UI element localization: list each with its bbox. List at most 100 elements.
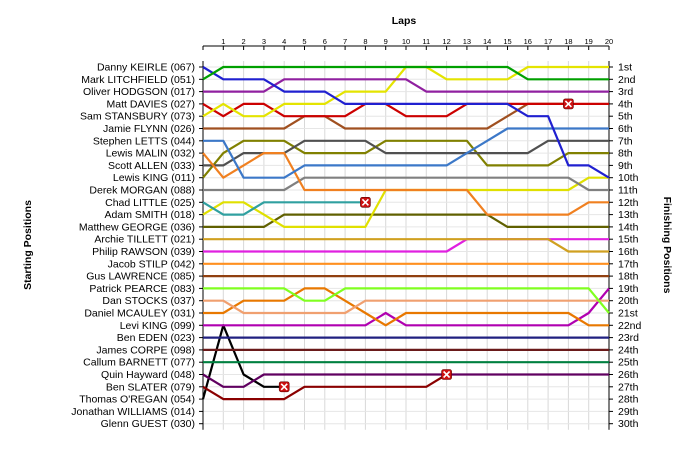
retired-cross: [443, 370, 451, 379]
finishing-position-label: 18th: [618, 271, 639, 283]
starting-driver-label: Ben SLATER (079): [106, 381, 195, 393]
starting-driver-label: Chad LITTLE (025): [105, 197, 195, 209]
x-axis-title: Laps: [392, 15, 417, 27]
lap-tick-label: 17: [544, 37, 552, 46]
starting-driver-label: Sam STANSBURY (073): [80, 111, 195, 123]
finishing-position-label: 1st: [618, 62, 632, 74]
series-line: [202, 201, 366, 216]
finishing-position-label: 6th: [618, 123, 633, 135]
starting-driver-label: Gus LAWRENCE (085): [86, 271, 195, 283]
finishing-position-label: 21st: [618, 308, 638, 320]
finishing-position-label: 15th: [618, 234, 639, 246]
starting-driver-label: James CORPE (098): [96, 344, 195, 356]
starting-driver-label: Levi KING (099): [120, 320, 195, 332]
lap-tick-label: 1: [221, 37, 225, 46]
starting-driver-label: Archie TILLETT (021): [94, 234, 195, 246]
lap-tick-label: 16: [524, 37, 532, 46]
lap-tick-label: 11: [422, 37, 430, 46]
finishing-position-label: 25th: [618, 357, 639, 369]
starting-driver-label: Thomas O'REGAN (054): [79, 394, 195, 406]
starting-driver-label: Adam SMITH (018): [105, 209, 195, 221]
finishing-position-label: 24th: [618, 344, 639, 356]
starting-driver-label: Matt DAVIES (027): [106, 98, 195, 110]
lap-tick-label: 10: [402, 37, 410, 46]
finishing-position-label: 28th: [618, 394, 639, 406]
lap-tick-label: 13: [463, 37, 471, 46]
finishing-position-label: 9th: [618, 160, 633, 172]
starting-driver-label: Dan STOCKS (037): [102, 295, 195, 307]
finishing-position-label: 13th: [618, 209, 639, 221]
finishing-position-label: 5th: [618, 111, 633, 123]
finishing-position-label: 8th: [618, 148, 633, 160]
lap-tick-label: 15: [503, 37, 511, 46]
finishing-position-label: 23rd: [618, 332, 639, 344]
lap-tick-label: 9: [384, 37, 388, 46]
series-line: [203, 78, 609, 93]
starting-driver-label: Jamie FLYNN (026): [103, 123, 195, 135]
starting-driver-label: Derek MORGAN (088): [89, 185, 195, 197]
starting-driver-label: Patrick PEARCE (083): [89, 283, 195, 295]
starting-driver-label: Stephen LETTS (044): [93, 135, 195, 147]
series-line: [202, 152, 609, 216]
retired-cross: [361, 198, 369, 206]
finishing-position-label: 29th: [618, 406, 639, 418]
series-line: [203, 176, 609, 192]
retirement-markers: [278, 98, 574, 393]
finishing-position-label: 17th: [618, 258, 639, 270]
finishing-position-label: 27th: [618, 381, 639, 393]
finishing-position-label: 3rd: [618, 86, 633, 98]
right-axis-title: Finishing Positions: [661, 197, 673, 294]
left-axis-title: Starting Positions: [22, 200, 34, 290]
starting-driver-label: Lewis MALIN (032): [106, 148, 195, 160]
series-line: [203, 287, 610, 314]
starting-driver-label: Philip RAWSON (039): [92, 246, 195, 258]
series-line: [202, 139, 609, 179]
series-line: [202, 66, 610, 179]
starting-driver-label: Ben EDEN (023): [117, 332, 195, 344]
retired-cross: [564, 100, 572, 108]
lap-tick-label: 20: [605, 37, 613, 46]
finishing-position-label: 4th: [618, 98, 633, 110]
starting-driver-label: Mark LITCHFIELD (051): [81, 74, 195, 86]
series-line: [202, 102, 609, 118]
lap-tick-label: 4: [282, 37, 286, 46]
starting-driver-label: Lewis KING (011): [113, 172, 195, 184]
starting-driver-label: Scott ALLEN (033): [108, 160, 195, 172]
lap-tick-label: 5: [302, 37, 306, 46]
starting-driver-label: Jacob STILP (042): [108, 258, 195, 270]
finishing-position-label: 30th: [618, 418, 639, 430]
finishing-position-label: 11th: [618, 185, 638, 197]
finishing-position-label: 2nd: [618, 74, 636, 86]
series-line: [203, 238, 609, 253]
finishing-position-label: 14th: [618, 221, 639, 233]
finishing-position-label: 7th: [618, 135, 633, 147]
finishing-position-label: 20th: [618, 295, 639, 307]
series-lines: [201, 65, 610, 401]
starting-driver-label: Callum BARNETT (077): [83, 357, 195, 369]
lap-tick-label: 7: [343, 37, 347, 46]
finishing-position-label: 16th: [618, 246, 639, 258]
finishing-position-label: 10th: [618, 172, 639, 184]
series-line: [203, 299, 609, 315]
lap-tick-label: 14: [483, 37, 491, 46]
starting-driver-label: Daniel MCAULEY (031): [84, 308, 195, 320]
starting-driver-label: Glenn GUEST (030): [101, 418, 195, 430]
series-line: [203, 127, 609, 179]
series-line: [202, 373, 448, 401]
series-line: [202, 65, 609, 81]
series-line: [203, 287, 609, 327]
series-line: [202, 373, 609, 388]
starting-driver-label: Danny KEIRLE (067): [97, 62, 195, 74]
starting-driver-label: Matthew GEORGE (036): [79, 221, 195, 233]
axes: [199, 45, 613, 430]
lap-tick-label: 2: [242, 37, 246, 46]
finishing-position-label: 26th: [618, 369, 639, 381]
starting-driver-label: Quin Hayward (048): [101, 369, 195, 381]
lap-tick-label: 6: [323, 37, 327, 46]
lap-tick-label: 19: [585, 37, 593, 46]
starting-driver-label: Jonathan WILLIAMS (014): [71, 406, 195, 418]
series-line: [203, 287, 610, 327]
lap-tick-label: 3: [262, 37, 266, 46]
